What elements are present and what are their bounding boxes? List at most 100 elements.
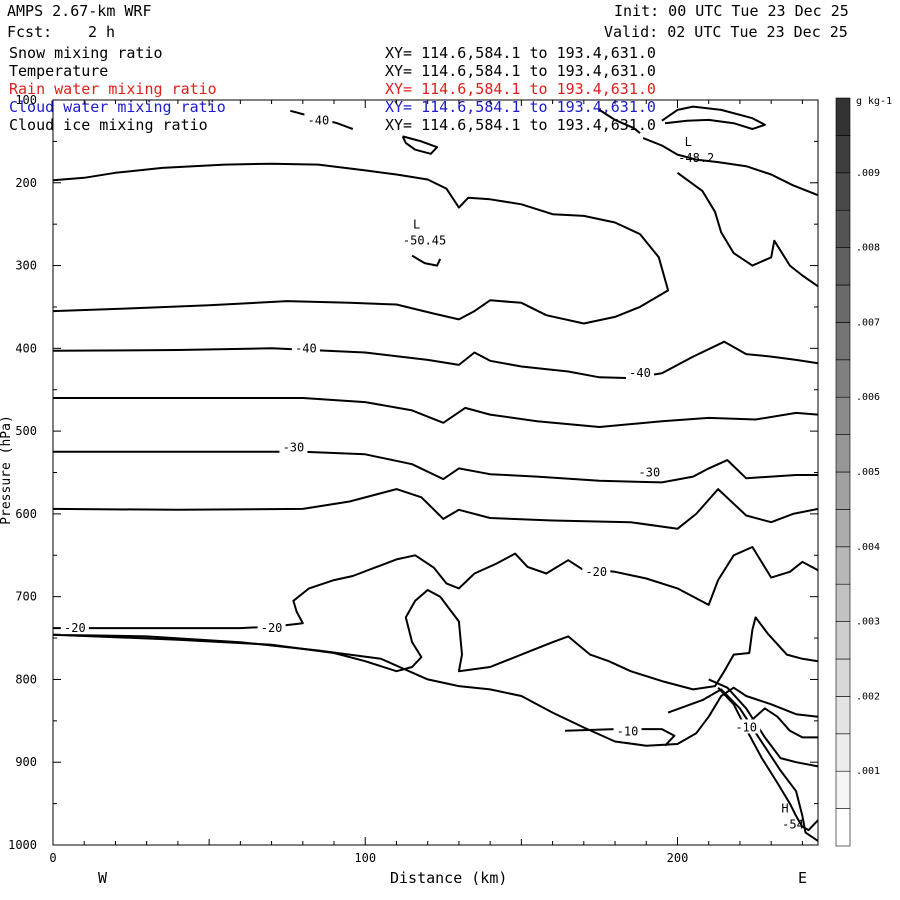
contour-line-1 — [401, 135, 439, 155]
colorbar-swatch-11 — [835, 396, 851, 435]
colorbar-swatch-2 — [835, 733, 851, 772]
y-tick-label-3: 400 — [15, 341, 37, 355]
y-tick-label-2: 300 — [15, 259, 37, 273]
x-axis-label: Distance (km) — [390, 869, 508, 887]
extremum-value-2: -54 — [782, 817, 804, 831]
colorbar-tick-label-0: .001 — [856, 766, 880, 777]
colorbar-tick-label-7: .008 — [856, 243, 880, 254]
y-axis-label: Pressure (hPa) — [0, 415, 14, 525]
model-title: AMPS 2.67-km WRF — [7, 2, 152, 20]
contour-line-7 — [676, 171, 819, 288]
colorbar-swatch-10 — [835, 434, 851, 473]
colorbar-tick-label-5: .006 — [856, 392, 880, 403]
extremum-type-0: L — [413, 218, 420, 232]
plot-frame — [52, 99, 819, 846]
colorbar-swatch-16 — [835, 209, 851, 248]
field-xy-2: XY= 114.6,584.1 to 193.4,631.0 — [385, 80, 656, 98]
contour-line-18 — [667, 688, 819, 842]
contour-label-bg-2 — [626, 365, 655, 380]
colorbar-swatch-8 — [835, 509, 851, 548]
colorbar-unit: g kg-1 — [856, 96, 892, 107]
x-tick-label-2: 200 — [667, 851, 689, 865]
contour-label-4: -30 — [639, 466, 661, 480]
colorbar-swatch-19 — [835, 97, 851, 136]
contour-label-bg-9 — [732, 719, 761, 734]
contour-line-17 — [745, 707, 818, 739]
extremum-value-1: -48.2 — [678, 151, 714, 165]
x-left-end-label: W — [98, 869, 108, 887]
contour-line-5 — [52, 162, 670, 325]
x-tick-label-1: 100 — [354, 851, 376, 865]
colorbar-swatch-6 — [835, 583, 851, 622]
field-xy-1: XY= 114.6,584.1 to 193.4,631.0 — [385, 62, 656, 80]
contour-label-bg-8 — [613, 723, 642, 738]
colorbar-swatch-5 — [835, 621, 851, 660]
y-tick-label-6: 700 — [15, 590, 37, 604]
contour-line-9 — [53, 397, 819, 428]
colorbar-tick-label-1: .002 — [856, 691, 880, 702]
extremum-type-1: L — [685, 135, 692, 149]
colorbar-swatch-12 — [835, 359, 851, 398]
colorbar-tick-label-3: .004 — [856, 542, 880, 553]
y-tick-label-4: 500 — [15, 424, 37, 438]
contour-label-5: -20 — [64, 621, 86, 635]
contour-line-3 — [661, 105, 766, 130]
contour-line-13 — [52, 589, 819, 691]
colorbar-swatch-3 — [835, 696, 851, 735]
field-name-1: Temperature — [9, 62, 109, 80]
contour-label-7: -20 — [585, 565, 607, 579]
colorbar-swatch-13 — [835, 322, 851, 361]
contour-label-bg-3 — [279, 439, 308, 454]
colorbar-swatch-18 — [835, 135, 851, 174]
x-tick-label-0: 0 — [49, 851, 56, 865]
contour-label-2: -40 — [629, 366, 651, 380]
colorbar-tick-label-6: .007 — [856, 317, 880, 328]
colorbar-swatch-9 — [835, 471, 851, 510]
extremum-type-2: H — [781, 801, 788, 815]
contour-label-bg-0 — [304, 112, 333, 127]
contour-line-10 — [53, 450, 818, 484]
field-name-3: Cloud water mixing ratio — [9, 98, 226, 116]
field-xy-4: XY= 114.6,584.1 to 193.4,631.0 — [385, 116, 656, 134]
contour-label-9: -10 — [735, 720, 757, 734]
field-name-0: Snow mixing ratio — [9, 44, 163, 62]
x-right-end-label: E — [798, 869, 808, 887]
contour-line-11 — [52, 488, 819, 530]
field-name-4: Cloud ice mixing ratio — [9, 116, 208, 134]
colorbar-swatch-7 — [835, 546, 851, 585]
colorbar-tick-label-8: .009 — [856, 168, 880, 179]
y-tick-label-7: 800 — [15, 672, 37, 686]
y-tick-label-5: 600 — [15, 507, 37, 521]
colorbar-swatch-14 — [835, 284, 851, 323]
y-tick-label-1: 200 — [15, 176, 37, 190]
colorbar: .001 .002 .003 .004 .005 .006 .007 .008 .009 g kg… — [835, 96, 892, 847]
contour-line-14 — [52, 633, 819, 747]
contour-label-6: -20 — [261, 621, 283, 635]
colorbar-swatch-15 — [835, 247, 851, 286]
contour-label-bg-6 — [257, 620, 286, 635]
contour-line-15 — [565, 728, 676, 747]
contour-line-8 — [52, 340, 819, 380]
field-name-2: Rain water mixing ratio — [9, 80, 217, 98]
valid-time: Valid: 02 UTC Tue 23 Dec 25 — [604, 23, 848, 41]
field-xy-0: XY= 114.6,584.1 to 193.4,631.0 — [385, 44, 656, 62]
contour-label-1: -40 — [295, 341, 317, 355]
contour-line-2 — [598, 109, 641, 134]
extremum-value-0: -50.45 — [403, 234, 446, 248]
contour-label-bg-5 — [60, 620, 89, 635]
forecast-label: Fcst: — [7, 23, 53, 41]
contour-label-bg-7 — [582, 563, 611, 578]
temperature-contours — [52, 105, 819, 842]
field-xy-3: XY= 114.6,584.1 to 193.4,631.0 — [385, 98, 656, 116]
contour-line-12 — [53, 546, 819, 630]
contour-label-3: -30 — [283, 441, 305, 455]
colorbar-swatch-17 — [835, 172, 851, 211]
contour-label-bg-4 — [635, 464, 664, 479]
init-time: Init: 00 UTC Tue 23 Dec 25 — [614, 2, 849, 20]
colorbar-tick-label-4: .005 — [856, 467, 880, 478]
contour-label-bg-1 — [291, 340, 320, 355]
contour-line-16 — [708, 678, 819, 768]
y-tick-label-0: 100 — [15, 93, 37, 107]
colorbar-tick-label-2: .003 — [856, 617, 880, 628]
